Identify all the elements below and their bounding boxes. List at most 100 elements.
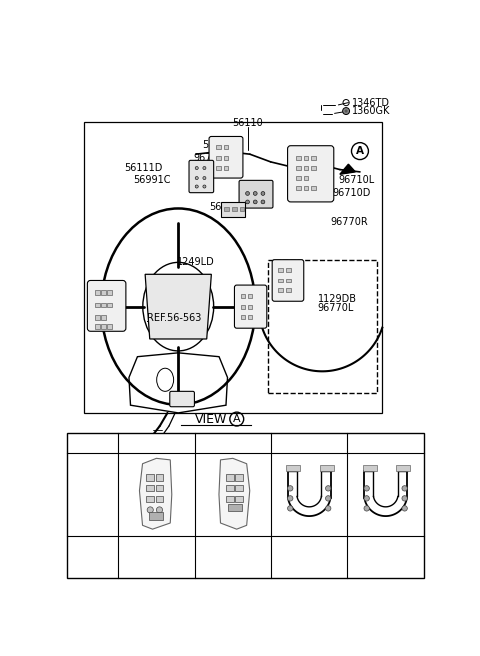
FancyBboxPatch shape: [170, 392, 194, 407]
Circle shape: [246, 192, 250, 195]
Bar: [278, 288, 283, 292]
FancyBboxPatch shape: [189, 160, 214, 193]
Bar: [287, 465, 300, 472]
Bar: [95, 291, 100, 295]
Bar: [320, 465, 334, 472]
Bar: [240, 315, 245, 319]
Bar: [108, 303, 112, 308]
Bar: [235, 496, 243, 502]
Text: 96700-2T000: 96700-2T000: [124, 552, 189, 562]
FancyBboxPatch shape: [234, 285, 267, 328]
Text: 56182: 56182: [209, 201, 240, 211]
Text: 96720-2T120: 96720-2T120: [353, 552, 418, 562]
Text: 96770R: 96770R: [331, 217, 369, 227]
Text: A: A: [233, 414, 240, 424]
Bar: [363, 465, 377, 472]
Circle shape: [253, 200, 257, 204]
Bar: [396, 465, 410, 472]
Bar: [146, 485, 154, 491]
Bar: [156, 485, 163, 491]
Circle shape: [195, 167, 198, 170]
Bar: [240, 294, 245, 298]
Bar: [312, 166, 316, 171]
Polygon shape: [140, 459, 172, 529]
Bar: [304, 155, 308, 160]
Bar: [216, 166, 221, 170]
Circle shape: [325, 496, 331, 501]
Bar: [101, 315, 106, 319]
Bar: [296, 176, 300, 180]
FancyBboxPatch shape: [87, 281, 126, 331]
Text: KEY NO.: KEY NO.: [72, 438, 114, 448]
Text: 1129DB: 1129DB: [318, 294, 357, 304]
Text: 96710D: 96710D: [289, 438, 330, 448]
Bar: [296, 186, 300, 190]
Text: 96710R: 96710R: [193, 153, 231, 163]
Bar: [248, 305, 252, 308]
Text: 56171C: 56171C: [202, 140, 240, 150]
Circle shape: [203, 185, 206, 188]
Bar: [278, 268, 283, 272]
Text: ILLUST: ILLUST: [75, 489, 110, 499]
Text: 96710R: 96710R: [213, 438, 253, 448]
Bar: [225, 207, 229, 211]
FancyBboxPatch shape: [288, 146, 334, 202]
Circle shape: [402, 485, 408, 491]
Bar: [95, 324, 100, 329]
Bar: [232, 207, 237, 211]
Bar: [216, 146, 221, 149]
Bar: [240, 305, 245, 308]
Bar: [235, 474, 243, 481]
Text: 96720-2T050: 96720-2T050: [277, 552, 342, 562]
FancyBboxPatch shape: [272, 260, 304, 301]
Text: 1346TD: 1346TD: [352, 98, 390, 108]
Bar: [248, 294, 252, 298]
Circle shape: [203, 167, 206, 170]
Bar: [95, 315, 100, 319]
Circle shape: [195, 185, 198, 188]
Bar: [312, 155, 316, 160]
Bar: [224, 146, 228, 149]
Bar: [228, 504, 242, 512]
Circle shape: [288, 506, 293, 511]
Bar: [278, 279, 283, 282]
Circle shape: [345, 110, 348, 113]
Bar: [108, 291, 112, 295]
Circle shape: [364, 485, 370, 491]
Bar: [156, 474, 163, 481]
Bar: [156, 496, 163, 502]
Bar: [101, 324, 106, 329]
Text: 96770L: 96770L: [318, 303, 354, 313]
Bar: [101, 303, 106, 308]
Text: 1249LD: 1249LD: [177, 257, 215, 267]
Circle shape: [288, 485, 293, 491]
Polygon shape: [219, 459, 250, 529]
FancyBboxPatch shape: [209, 136, 243, 178]
Bar: [304, 166, 308, 171]
Circle shape: [325, 485, 331, 491]
Text: 56110: 56110: [232, 118, 263, 129]
Circle shape: [156, 507, 163, 513]
Bar: [286, 288, 291, 292]
Circle shape: [364, 496, 370, 501]
Bar: [224, 156, 228, 160]
Bar: [149, 512, 163, 520]
Bar: [226, 485, 234, 491]
Text: 96710-2T000: 96710-2T000: [201, 552, 265, 562]
Polygon shape: [145, 274, 211, 339]
Bar: [84, 122, 382, 413]
FancyBboxPatch shape: [239, 180, 273, 208]
Text: 96710L: 96710L: [338, 174, 375, 184]
Bar: [286, 279, 291, 282]
Bar: [224, 166, 228, 170]
Circle shape: [364, 506, 370, 511]
Bar: [286, 268, 291, 272]
Bar: [146, 474, 154, 481]
Bar: [95, 303, 100, 308]
Bar: [296, 155, 300, 160]
Bar: [267, 260, 377, 393]
Circle shape: [288, 496, 293, 501]
Circle shape: [402, 496, 408, 501]
Text: A: A: [356, 146, 364, 156]
Bar: [304, 186, 308, 190]
